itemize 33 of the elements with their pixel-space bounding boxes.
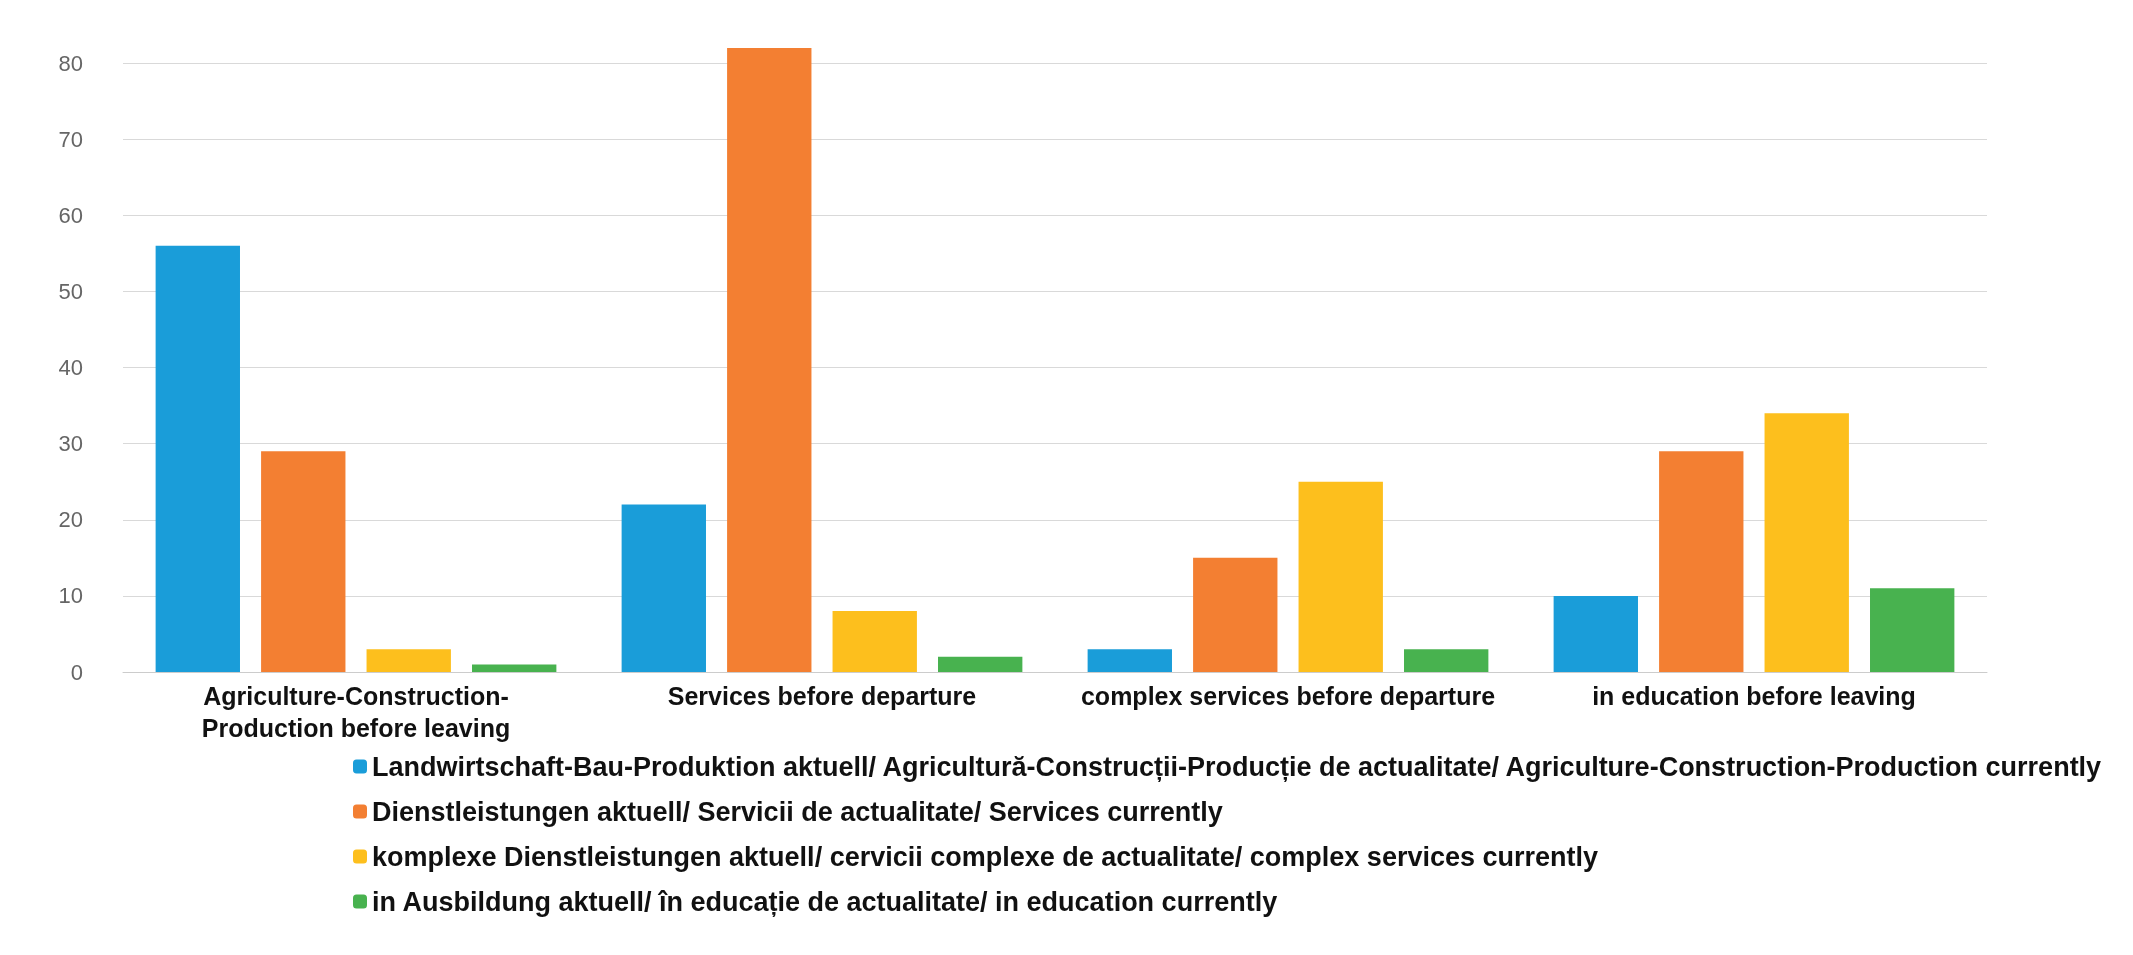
x-tick-label: Agriculture-Construction-Production before leaving	[201, 682, 511, 742]
bar	[366, 649, 451, 672]
y-tick-label: 50	[58, 279, 83, 305]
bar	[727, 48, 812, 672]
x-tick-label: in education before leaving	[1592, 682, 1916, 710]
x-tick-label: complex services before departure	[1080, 682, 1496, 710]
bar	[1659, 451, 1744, 672]
bar	[1870, 588, 1955, 672]
legend-label: in Ausbildung aktuell/ în educație de actualitate/ in education currently	[372, 886, 1278, 917]
bar	[621, 504, 706, 672]
y-tick-label: 30	[58, 431, 83, 457]
bar	[1764, 413, 1849, 672]
y-tick-label: 40	[58, 355, 83, 381]
bar	[155, 245, 240, 672]
bar	[832, 611, 917, 672]
y-tick-label: 10	[58, 583, 83, 609]
bar	[1087, 649, 1172, 672]
y-tick-label: 0	[70, 659, 83, 685]
y-tick-label: 70	[58, 126, 83, 152]
bar	[261, 451, 346, 672]
legend-label: Landwirtschaft-Bau-Produktion aktuell/ Agricultură-Construcții-Producție de actualitate/ Agriculture-Construction-Production currently	[372, 751, 2102, 782]
bar	[472, 664, 557, 672]
bar	[1553, 595, 1638, 672]
bar	[938, 656, 1023, 672]
x-tick-label: Services before departure	[667, 682, 977, 710]
y-tick-label: 20	[58, 507, 83, 533]
legend-label: komplexe Dienstleistungen aktuell/ cervicii complexe de actualitate/ complex services currently	[372, 841, 1599, 872]
bar	[1404, 649, 1489, 672]
y-tick-label: 80	[58, 50, 83, 76]
legend-label: Dienstleistungen aktuell/ Servicii de actualitate/ Services currently	[372, 796, 1223, 827]
bar	[1193, 557, 1278, 672]
bar	[1298, 481, 1383, 672]
y-tick-label: 60	[58, 202, 83, 228]
